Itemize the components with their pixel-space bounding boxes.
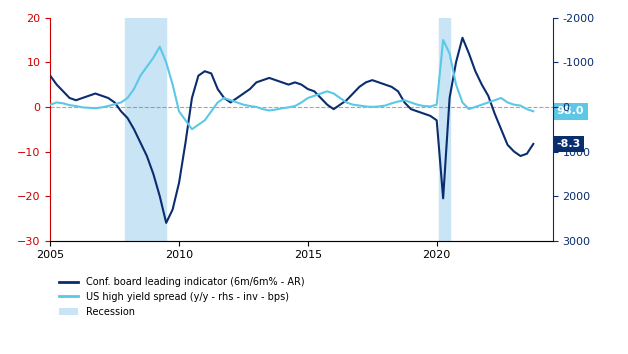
- Text: -8.3: -8.3: [557, 139, 581, 149]
- Bar: [125, 18, 166, 241]
- Bar: [439, 18, 450, 241]
- Legend: Conf. board leading indicator (6m/6m% - AR), US high yield spread (y/y - rhs - i: Conf. board leading indicator (6m/6m% - …: [55, 273, 309, 321]
- Text: 98.0: 98.0: [557, 106, 584, 116]
